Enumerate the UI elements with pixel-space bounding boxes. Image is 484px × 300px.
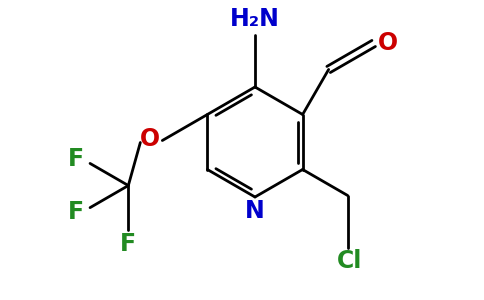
Text: O: O [140, 127, 160, 151]
Text: Cl: Cl [337, 250, 363, 274]
Text: N: N [245, 199, 265, 223]
Text: F: F [120, 232, 136, 256]
Text: O: O [378, 32, 398, 56]
Text: F: F [68, 200, 84, 224]
Text: H₂N: H₂N [230, 7, 280, 31]
Text: F: F [68, 147, 84, 171]
